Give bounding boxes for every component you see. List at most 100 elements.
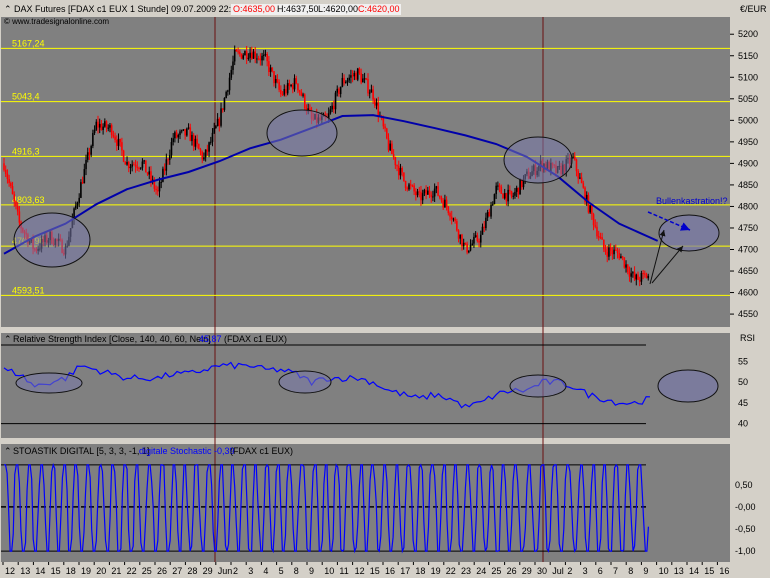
price-axis[interactable] <box>730 17 770 327</box>
x-tick-label-37: 2 <box>567 566 572 576</box>
candle-body <box>225 91 227 99</box>
candle-body <box>150 171 152 181</box>
candle-body <box>502 193 504 199</box>
candle-body <box>145 160 147 173</box>
candle-body <box>591 205 593 215</box>
candle-body <box>401 167 403 173</box>
candle-body <box>158 182 161 192</box>
candle-body <box>514 191 516 196</box>
main-price-panel[interactable] <box>1 17 730 327</box>
level-label-2: 4916,3 <box>12 146 40 156</box>
candle-body <box>329 109 332 114</box>
x-tick-label-16: 3 <box>248 566 253 576</box>
candle-body <box>206 149 209 152</box>
candle-body <box>520 179 523 188</box>
price-tick-label-12: 5150 <box>738 51 758 61</box>
x-tick-label-47: 16 <box>719 566 729 576</box>
candle-body <box>235 49 238 52</box>
candle-body <box>587 194 590 213</box>
candle-body <box>186 128 188 136</box>
x-tick-label-43: 10 <box>659 566 669 576</box>
rsi-resize-icon[interactable]: ⌃ <box>4 334 12 344</box>
candle-body <box>271 67 274 72</box>
candle-body <box>392 154 395 158</box>
rsi-suffix: (FDAX c1 EUX) <box>224 334 287 344</box>
ohlc-open: O:4635,00 <box>233 4 275 14</box>
candle-body <box>404 181 407 188</box>
chart-resize-icon[interactable]: ⌃ <box>4 4 12 14</box>
candle-body <box>227 90 229 92</box>
candle-body <box>223 98 226 110</box>
panel-splitter-2[interactable] <box>0 438 770 444</box>
arrow-up-1 <box>649 229 666 285</box>
rsi-axis[interactable] <box>730 333 770 438</box>
main-header: ⌃ DAX Futures [FDAX c1 EUX 1 Stunde] 09.… <box>4 4 401 15</box>
candle-body <box>382 118 385 127</box>
time-axis[interactable] <box>0 562 770 578</box>
candle-body <box>608 247 610 257</box>
candle-body <box>15 201 17 207</box>
candle-body <box>338 88 340 95</box>
price-tick-label-8: 4950 <box>738 137 758 147</box>
candle-body <box>88 152 91 155</box>
ohlc-high: H:4637,50 <box>277 4 319 14</box>
candle-body <box>242 55 245 59</box>
currency-unit: €/EUR <box>740 4 767 14</box>
candle-body <box>515 187 518 192</box>
candle-body <box>268 61 270 73</box>
candle-body <box>425 189 427 195</box>
candle-body <box>269 67 272 73</box>
candle-body <box>377 102 380 117</box>
candle-body <box>303 94 306 108</box>
candle-body <box>283 89 286 95</box>
candle-body <box>187 127 190 129</box>
candle-body <box>280 89 282 95</box>
candle-body <box>139 167 142 169</box>
candle-body <box>603 239 605 250</box>
candle-body <box>239 51 241 54</box>
x-tick-label-22: 11 <box>339 566 348 576</box>
candle-body <box>174 132 176 139</box>
candle-body <box>481 226 484 235</box>
candle-body <box>616 250 619 253</box>
x-tick-label-41: 8 <box>628 566 633 576</box>
candle-body <box>293 78 296 90</box>
candle-body <box>182 129 185 131</box>
candle-body <box>213 127 215 133</box>
candle-body <box>339 86 342 95</box>
candle-body <box>432 196 434 198</box>
candle-body <box>423 189 426 194</box>
x-tick-label-15: 2 <box>233 566 238 576</box>
candle-body <box>276 78 279 83</box>
candle-body <box>505 193 508 202</box>
level-label-0: 5167,24 <box>12 38 45 48</box>
x-tick-label-24: 15 <box>370 566 380 576</box>
x-tick-label-23: 12 <box>355 566 365 576</box>
candle-body <box>245 51 248 59</box>
candle-body <box>601 237 603 240</box>
level-label-1: 5043,4 <box>12 92 40 102</box>
candle-body <box>160 181 163 183</box>
candle-body <box>346 80 349 83</box>
candle-body <box>498 185 501 187</box>
x-tick-label-4: 18 <box>66 566 76 576</box>
panel-splitter-1[interactable] <box>0 327 770 333</box>
candle-body <box>420 191 422 201</box>
candle-body <box>93 129 96 134</box>
candle-body <box>218 118 221 126</box>
candle-body <box>358 68 361 74</box>
stoch-resize-icon[interactable]: ⌃ <box>4 446 12 456</box>
stoch-axis[interactable] <box>730 444 770 562</box>
rsi-panel[interactable] <box>1 333 730 438</box>
candle-body <box>232 61 234 70</box>
candle-body <box>233 49 236 62</box>
candle-body <box>577 171 579 179</box>
candle-body <box>445 199 448 207</box>
rsi-header: ⌃ Relative Strength Index [Close, 140, 4… <box>4 334 287 344</box>
candle-body <box>4 169 7 174</box>
candle-body <box>573 156 576 160</box>
x-tick-label-31: 24 <box>476 566 486 576</box>
candle-body <box>365 78 368 80</box>
candle-body <box>637 274 639 280</box>
candle-body <box>355 72 357 80</box>
